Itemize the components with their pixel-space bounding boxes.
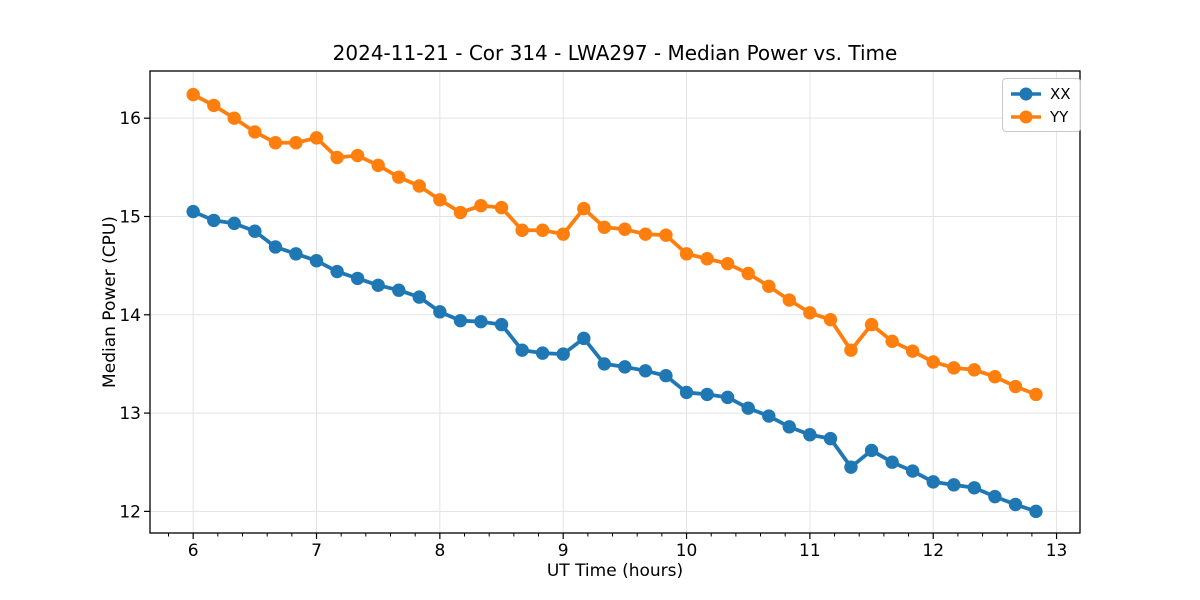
svg-text:15: 15 xyxy=(119,207,141,227)
svg-text:9: 9 xyxy=(558,541,569,561)
legend-label-yy: YY xyxy=(1050,107,1069,126)
svg-text:7: 7 xyxy=(311,541,322,561)
svg-text:12: 12 xyxy=(922,541,944,561)
legend-line-marker-icon xyxy=(1011,87,1041,100)
chart-title: 2024-11-21 - Cor 314 - LWA297 - Median P… xyxy=(332,41,898,65)
svg-text:13: 13 xyxy=(119,404,141,424)
legend-label-xx: XX xyxy=(1050,84,1071,103)
legend-item-xx: XX xyxy=(1009,83,1071,104)
legend: XX YY xyxy=(1002,78,1081,132)
y-axis-label: Median Power (CPU) xyxy=(100,216,120,388)
svg-text:10: 10 xyxy=(676,541,698,561)
legend-line-marker-icon xyxy=(1011,110,1041,123)
svg-text:6: 6 xyxy=(188,541,199,561)
svg-text:8: 8 xyxy=(434,541,445,561)
svg-text:14: 14 xyxy=(119,306,141,326)
svg-text:11: 11 xyxy=(799,541,821,561)
x-axis-label: UT Time (hours) xyxy=(546,561,684,581)
svg-text:13: 13 xyxy=(1046,541,1068,561)
legend-item-yy: YY xyxy=(1009,106,1071,127)
svg-text:16: 16 xyxy=(119,109,141,129)
svg-text:12: 12 xyxy=(119,502,141,522)
